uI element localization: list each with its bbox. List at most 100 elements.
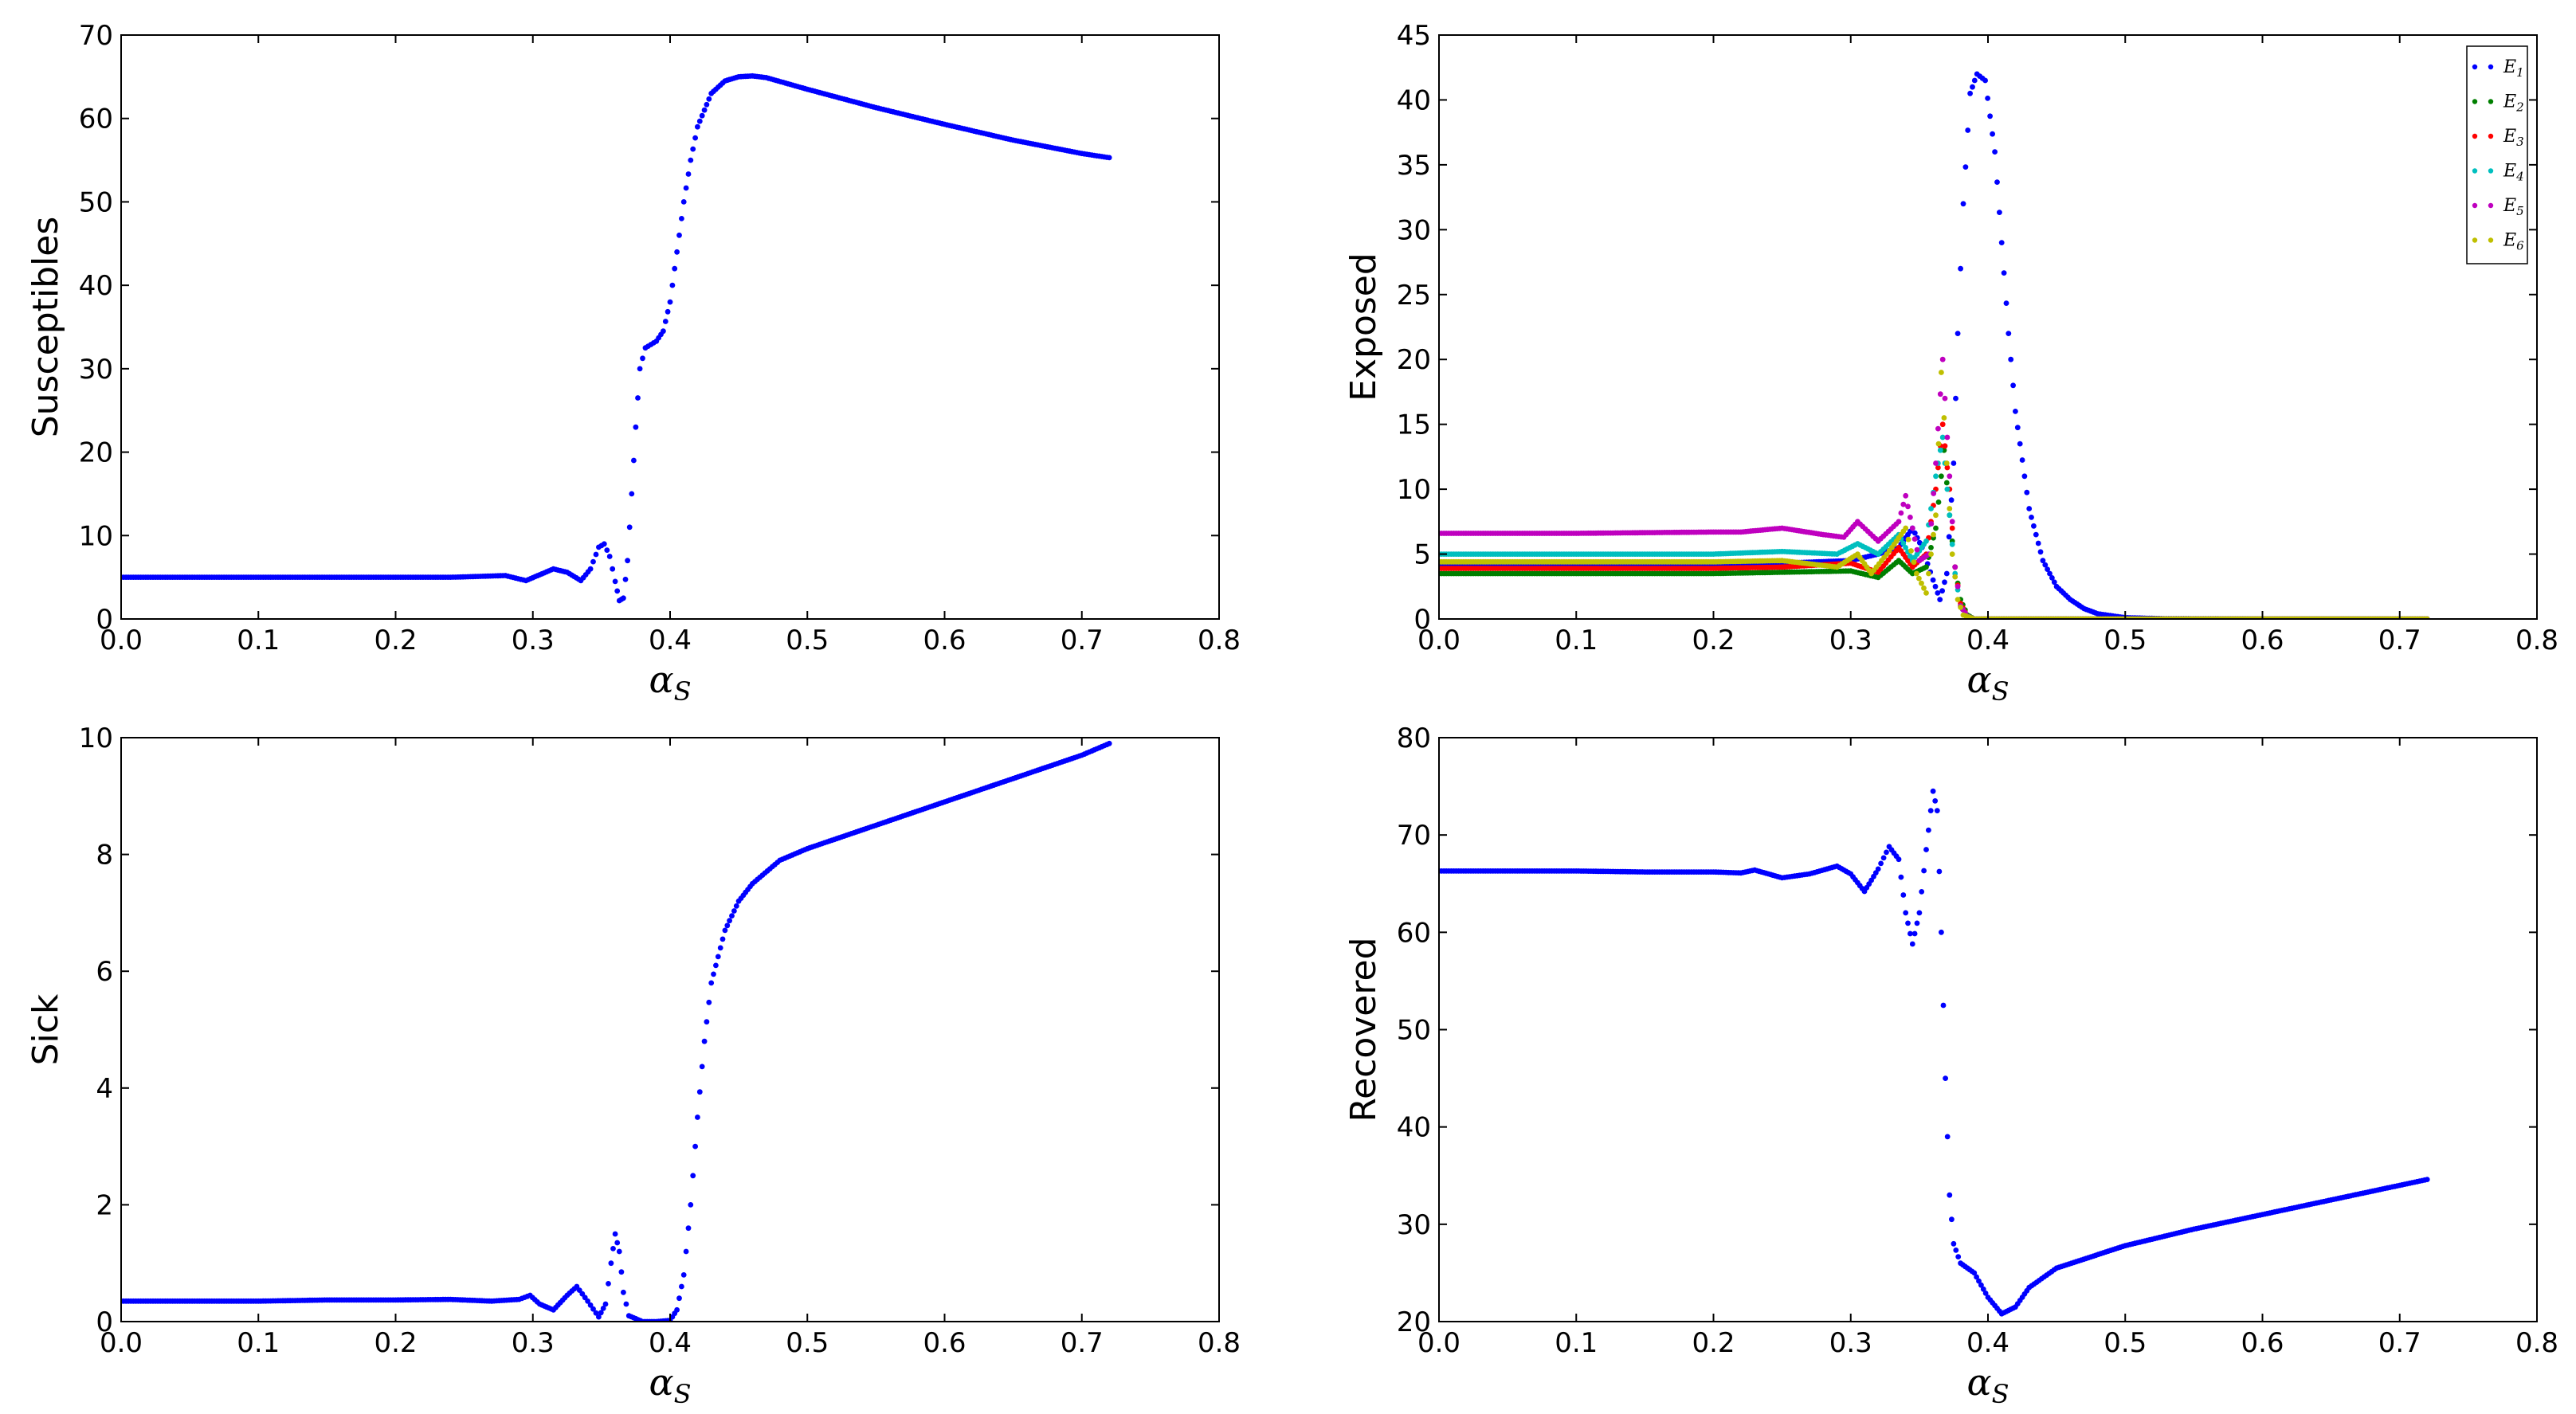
data-point (585, 1298, 590, 1304)
data-point (679, 1283, 684, 1290)
data-point (1955, 1254, 1962, 1259)
data-point (1939, 588, 1946, 594)
data-point (1916, 575, 1922, 582)
data-point (2031, 523, 2037, 529)
data-point (600, 1306, 606, 1311)
y-axis-label: Recovered (1343, 937, 1384, 1122)
data-point (2040, 558, 2046, 564)
x-tick-label: 0.6 (923, 625, 966, 656)
y-tick-label: 60 (1397, 917, 1431, 949)
data-point (706, 96, 712, 102)
data-point (1896, 856, 1902, 863)
panel-susceptibles: 0.0 0.1 0.2 0.3 0.4 0.5 0.6 0.7 0.8 0 10 20 30 40 50 60… (25, 20, 1241, 707)
panel-exposed: 0.0 0.1 0.2 0.3 0.4 0.5 0.6 0.7 0.8 0 5 10 15 20 25 30 3… (1343, 20, 2558, 707)
data-point (701, 107, 708, 113)
data-point (1931, 531, 1936, 538)
data-point (711, 971, 716, 977)
data-point (2033, 531, 2039, 538)
data-point (676, 1295, 682, 1302)
data-point (1935, 590, 1941, 596)
data-point (2021, 473, 2028, 480)
legend-marker (2472, 202, 2478, 209)
x-tick-label: 0.6 (923, 1327, 966, 1359)
data-point (667, 299, 673, 305)
x-tick-label: 0.2 (1692, 1327, 1735, 1359)
data-point (587, 566, 594, 572)
data-point (695, 1114, 700, 1120)
x-axis-label: αS (1967, 658, 2009, 707)
legend-marker (2472, 133, 2478, 139)
x-tick-label: 0.0 (1417, 1327, 1461, 1359)
legend-label: E1 (2503, 57, 2524, 80)
data-point (1928, 521, 1935, 527)
y-axis-label: Exposed (1343, 253, 1384, 401)
data-point (1944, 464, 1951, 471)
data-point (1878, 860, 1884, 867)
data-point (695, 123, 700, 130)
data-point (593, 551, 599, 558)
data-point (690, 146, 696, 152)
data-point (1949, 519, 1955, 525)
data-point (1939, 929, 1944, 935)
data-point (1982, 1291, 1989, 1296)
data-point (680, 199, 687, 205)
data-point (1933, 473, 1939, 480)
data-point (1944, 434, 1951, 441)
data-point (1951, 1240, 1957, 1247)
data-point (1937, 447, 1943, 453)
data-point (1997, 210, 2002, 215)
data-point (1943, 570, 1950, 577)
data-point (727, 918, 732, 924)
data-point (676, 232, 682, 238)
legend-label: E5 (2503, 196, 2524, 218)
x-tick-label: 0.2 (1692, 625, 1735, 656)
data-point (614, 1240, 621, 1246)
data-point (1911, 930, 1918, 937)
data-point (610, 1246, 616, 1251)
y-tick-label: 10 (79, 723, 113, 754)
x-tick-label: 0.0 (1417, 625, 1461, 656)
data-point (690, 1173, 696, 1179)
data-point (1921, 585, 1927, 591)
data-point (701, 1038, 708, 1044)
data-point (1898, 510, 1904, 516)
data-point (1994, 179, 2000, 186)
data-point (2017, 441, 2023, 447)
data-point (1962, 164, 1969, 170)
data-point (1928, 506, 1934, 511)
legend-label: E6 (2503, 231, 2524, 253)
x-tick-label: 0.0 (100, 1327, 143, 1359)
data-point (2424, 1177, 2430, 1182)
plot-frame (120, 737, 1220, 1322)
data-point (1875, 866, 1881, 872)
data-point (1916, 910, 1923, 916)
data-point (1106, 740, 1112, 746)
y-tick-label: 0 (96, 1306, 113, 1338)
data-point (1955, 331, 1961, 336)
data-point (1947, 506, 1953, 511)
y-tick-label: 40 (79, 270, 113, 302)
y-axis-label: Sick (25, 993, 66, 1065)
data-point (1947, 473, 1953, 480)
data-point (1914, 546, 1920, 553)
data-point (661, 328, 666, 335)
data-point (1960, 201, 1966, 207)
x-tick-label: 0.5 (2104, 625, 2147, 656)
data-point (1939, 473, 1944, 480)
data-point (706, 999, 712, 1005)
y-tick-label: 30 (79, 354, 113, 386)
y-tick-label: 10 (1397, 474, 1431, 506)
y-tick-label: 60 (79, 104, 113, 135)
series-E3 (1439, 421, 2430, 619)
data-point (1909, 941, 1915, 947)
data-point (1914, 920, 1920, 926)
y-tick-label: 80 (1397, 723, 1431, 754)
data-point (612, 1231, 618, 1237)
data-point (1930, 577, 1936, 583)
data-point (1932, 583, 1939, 589)
data-point (1958, 604, 1964, 610)
y-tick-label: 20 (1397, 344, 1431, 376)
data-point (1911, 536, 1918, 542)
data-point (1937, 391, 1943, 398)
x-tick-label: 0.7 (1061, 1327, 1104, 1359)
